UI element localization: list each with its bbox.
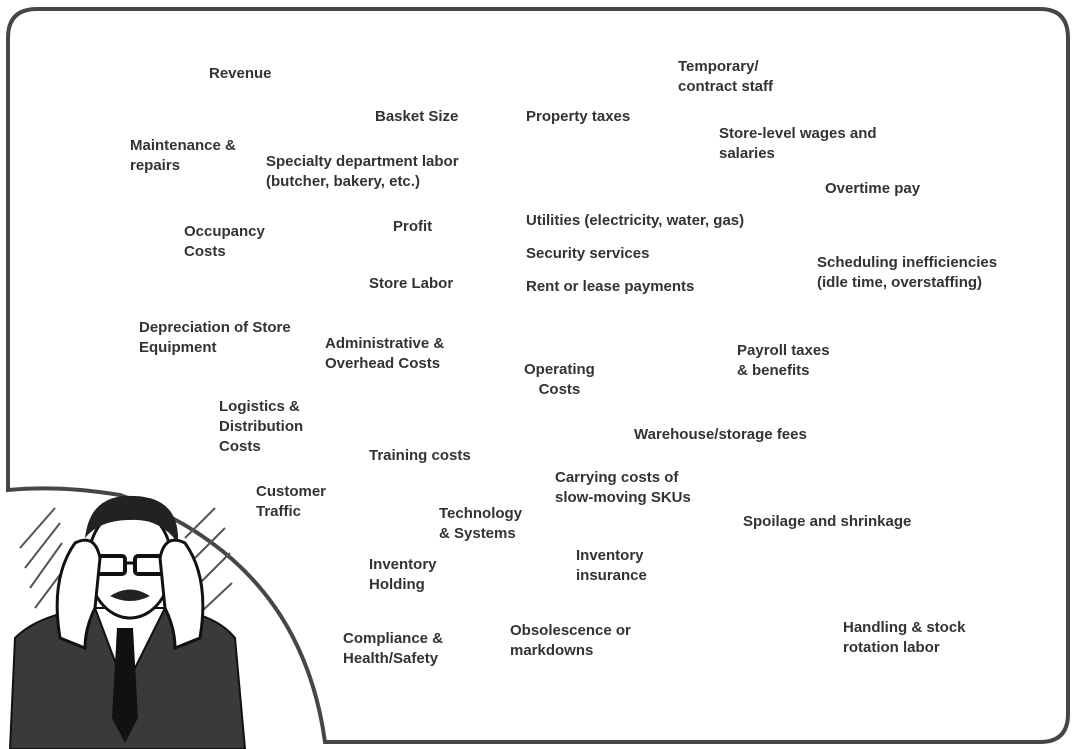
label-profit: Profit: [393, 218, 433, 235]
label-inventory-insurance: Inventory insurance: [576, 547, 647, 584]
label-scheduling-inefficiencies: Scheduling inefficiencies (idle time, ov…: [817, 254, 998, 291]
label-depreciation: Depreciation of Store Equipment: [139, 319, 291, 356]
label-technology-systems: Technology & Systems: [439, 505, 523, 542]
label-spoilage-shrinkage: Spoilage and shrinkage: [743, 513, 912, 530]
label-occupancy-costs: Occupancy Costs: [184, 223, 265, 260]
label-compliance-health-safety: Compliance & Health/Safety: [343, 630, 444, 667]
label-security-services: Security services: [526, 245, 650, 262]
label-revenue: Revenue: [209, 65, 272, 82]
label-training-costs: Training costs: [369, 447, 471, 464]
label-warehouse-fees: Warehouse/storage fees: [634, 426, 807, 443]
label-logistics-distribution: Logistics & Distribution Costs: [219, 398, 304, 455]
label-payroll-taxes: Payroll taxes & benefits: [737, 342, 830, 379]
label-temporary-contract-staff: Temporary/ contract staff: [678, 58, 774, 95]
label-utilities: Utilities (electricity, water, gas): [526, 212, 745, 229]
label-basket-size: Basket Size: [375, 108, 459, 125]
label-specialty-department-labor: Specialty department labor (butcher, bak…: [266, 153, 459, 190]
label-store-level-wages: Store-level wages and salaries: [719, 125, 877, 162]
label-rent-lease: Rent or lease payments: [526, 278, 695, 295]
label-customer-traffic: Customer Traffic: [256, 483, 327, 520]
stressed-businessman-icon: [8, 495, 247, 749]
label-carrying-costs: Carrying costs of slow-moving SKUs: [555, 469, 691, 506]
label-overtime-pay: Overtime pay: [825, 180, 921, 197]
label-inventory-holding: Inventory Holding: [369, 556, 437, 593]
label-obsolescence-markdowns: Obsolescence or markdowns: [510, 622, 631, 659]
label-maintenance-repairs: Maintenance & repairs: [130, 137, 236, 174]
label-store-labor: Store Labor: [369, 275, 454, 292]
label-handling-stock-rotation: Handling & stock rotation labor: [843, 619, 966, 656]
label-administrative-overhead: Administrative & Overhead Costs: [325, 335, 445, 372]
label-operating-costs: Operating Costs: [524, 361, 595, 398]
label-property-taxes: Property taxes: [526, 108, 631, 125]
